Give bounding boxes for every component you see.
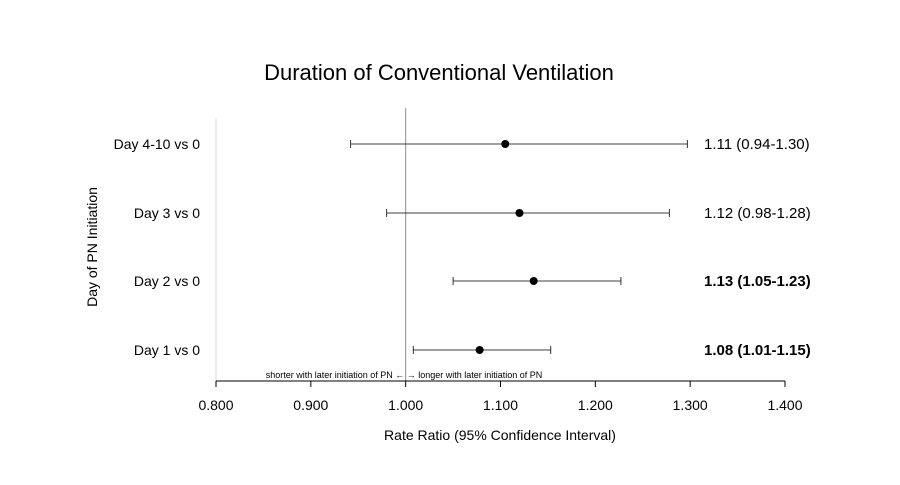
- ci-value-label: 1.12 (0.98-1.28): [704, 205, 811, 222]
- point-estimate: [529, 277, 538, 285]
- rows-layer: Day 4-10 vs 0 1.11 (0.94-1.30) Day 3 vs 0 1…: [114, 136, 811, 359]
- row-label: Day 1 vs 0: [134, 342, 200, 358]
- row-label: Day 2 vs 0: [134, 273, 200, 289]
- chart-title: Duration of Conventional Ventilation: [264, 60, 614, 85]
- x-ticks: 0.800 0.900 1.000 1.100 1.200 1.300 1.400: [198, 381, 803, 413]
- x-tick-label: 1.000: [388, 397, 423, 413]
- x-tick-label: 1.100: [483, 397, 518, 413]
- y-axis-title: Day of PN Initiation: [84, 187, 100, 307]
- x-tick-label: 0.800: [198, 397, 233, 413]
- point-estimate: [515, 209, 524, 217]
- x-tick-label: 1.200: [578, 397, 613, 413]
- ci-value-label: 1.08 (1.01-1.15): [704, 342, 811, 359]
- point-estimate: [475, 346, 484, 354]
- forest-row: Day 3 vs 0 1.12 (0.98-1.28): [134, 205, 811, 222]
- forest-row: Day 2 vs 0 1.13 (1.05-1.23): [134, 273, 811, 290]
- x-tick-label: 0.900: [293, 397, 328, 413]
- row-label: Day 4-10 vs 0: [114, 136, 201, 152]
- x-tick-label: 1.300: [673, 397, 708, 413]
- forest-row: Day 4-10 vs 0 1.11 (0.94-1.30): [114, 136, 810, 153]
- ci-value-label: 1.13 (1.05-1.23): [704, 273, 811, 290]
- row-label: Day 3 vs 0: [134, 205, 200, 221]
- x-tick-label: 1.400: [767, 397, 802, 413]
- direction-annotation: shorter with later initiation of PN ← → …: [266, 370, 543, 380]
- forest-row: Day 1 vs 0 1.08 (1.01-1.15): [134, 342, 811, 359]
- x-axis-title: Rate Ratio (95% Confidence Interval): [384, 427, 616, 443]
- point-estimate: [501, 140, 510, 148]
- ci-value-label: 1.11 (0.94-1.30): [704, 136, 810, 153]
